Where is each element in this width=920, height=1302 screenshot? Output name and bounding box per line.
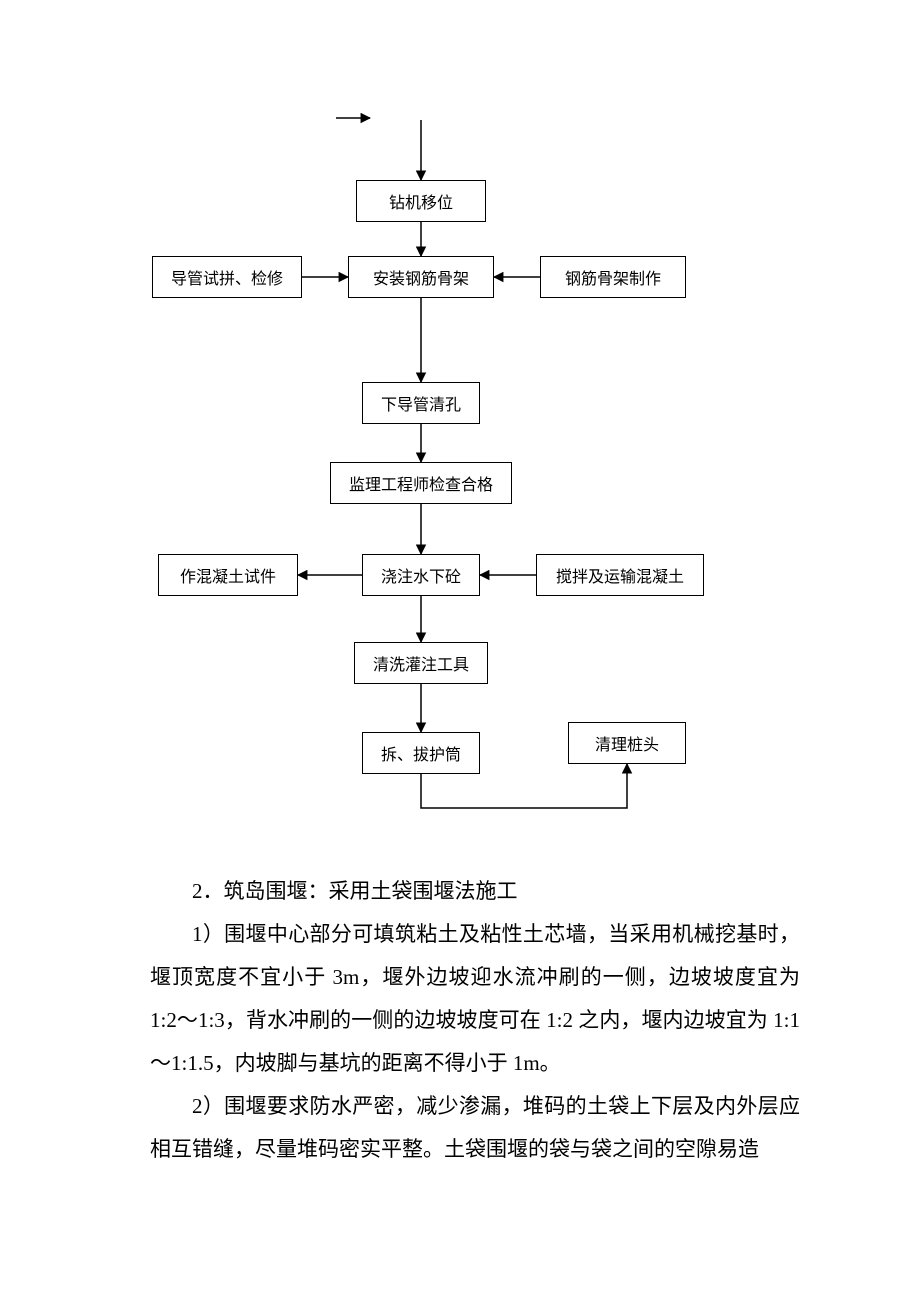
- flowchart-node: 导管试拼、检修: [152, 256, 302, 298]
- flowchart-node: 搅拌及运输混凝土: [536, 554, 704, 596]
- flowchart-node: 钻机移位: [356, 180, 486, 222]
- flowchart-node: 钢筋骨架制作: [540, 256, 686, 298]
- flowchart-node: 监理工程师检查合格: [330, 462, 512, 504]
- flowchart-node: 拆、拔护筒: [362, 732, 480, 774]
- flowchart-node: 安装钢筋骨架: [348, 256, 494, 298]
- document-page: 钻机移位安装钢筋骨架 导管试拼、检修 钢筋骨架制作下导管清孔监理工程师检查合格浇注水…: [0, 0, 920, 1231]
- para-heading-2: 2．筑岛围堰：采用土袋围堰法施工: [150, 870, 800, 913]
- flowchart-node: 清理桩头: [568, 722, 686, 764]
- flowchart-node: 下导管清孔: [362, 382, 480, 424]
- para-item-1: 1）围堰中心部分可填筑粘土及粘性土芯墙，当采用机械挖基时，堰顶宽度不宜小于 3m…: [150, 913, 800, 1085]
- flowchart-node: 清洗灌注工具: [354, 642, 488, 684]
- flowchart-node: 浇注水下砼: [362, 554, 480, 596]
- para-item-2: 2）围堰要求防水严密，减少渗漏，堆码的土袋上下层及内外层应相互错缝，尽量堆码密实…: [150, 1085, 800, 1171]
- flowchart-node: 作混凝土试件: [158, 554, 298, 596]
- body-text: 2．筑岛围堰：采用土袋围堰法施工 1）围堰中心部分可填筑粘土及粘性土芯墙，当采用…: [0, 870, 920, 1231]
- flowchart-container: 钻机移位安装钢筋骨架 导管试拼、检修 钢筋骨架制作下导管清孔监理工程师检查合格浇注水…: [0, 0, 920, 870]
